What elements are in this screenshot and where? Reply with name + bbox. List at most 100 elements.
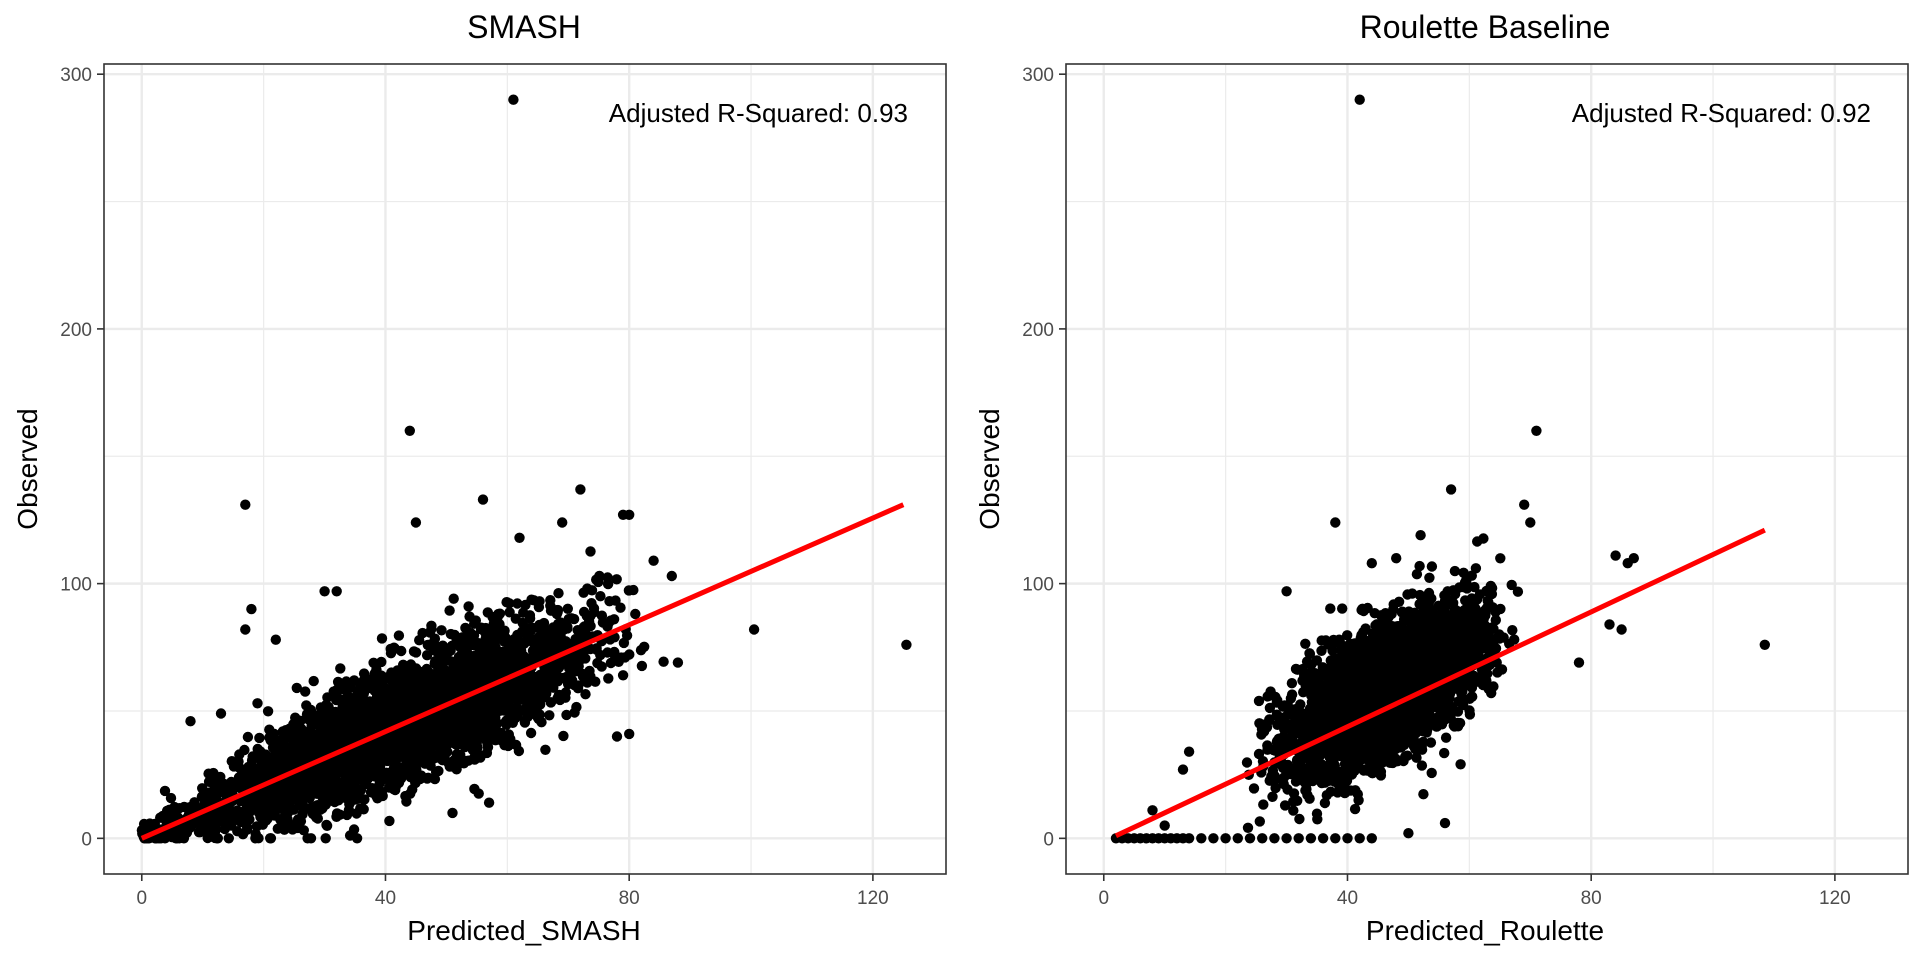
data-point xyxy=(164,805,174,815)
data-point xyxy=(331,812,341,822)
data-point xyxy=(405,426,415,436)
data-point xyxy=(277,823,287,833)
data-point xyxy=(332,586,342,596)
data-point xyxy=(409,740,419,750)
data-point xyxy=(391,682,401,692)
data-point xyxy=(281,779,291,789)
data-point xyxy=(456,649,466,659)
data-point xyxy=(227,756,237,766)
data-point xyxy=(359,668,369,678)
data-point xyxy=(263,706,273,716)
data-point xyxy=(338,766,348,776)
data-point xyxy=(335,663,345,673)
data-point xyxy=(1337,603,1347,613)
data-point xyxy=(297,798,307,808)
data-point xyxy=(352,753,362,763)
data-point xyxy=(476,623,486,633)
data-point xyxy=(338,706,348,716)
data-point xyxy=(749,624,759,634)
y-tick-label: 200 xyxy=(60,320,92,341)
data-point xyxy=(433,741,443,751)
data-point xyxy=(511,690,521,700)
data-point xyxy=(333,786,343,796)
data-point xyxy=(451,764,461,774)
data-point xyxy=(213,833,223,843)
data-point xyxy=(558,731,568,741)
data-point xyxy=(214,787,224,797)
data-point xyxy=(363,760,373,770)
x-axis-label: Predicted_SMASH xyxy=(407,915,640,946)
data-point xyxy=(389,643,399,653)
data-point xyxy=(436,625,446,635)
panel-background xyxy=(104,64,946,874)
data-point xyxy=(171,832,181,842)
data-point xyxy=(270,765,280,775)
data-point xyxy=(381,768,391,778)
data-point xyxy=(290,713,300,723)
data-point xyxy=(540,745,550,755)
data-point xyxy=(593,577,603,587)
data-point xyxy=(618,670,628,680)
data-point xyxy=(354,725,364,735)
data-point xyxy=(478,706,488,716)
data-point xyxy=(384,816,394,826)
data-point xyxy=(667,571,677,581)
data-point xyxy=(433,667,443,677)
data-point xyxy=(514,641,524,651)
data-point xyxy=(1427,561,1437,571)
data-point xyxy=(247,797,257,807)
data-point xyxy=(567,667,577,677)
data-point xyxy=(545,601,555,611)
data-point xyxy=(185,716,195,726)
data-point xyxy=(624,729,634,739)
data-point xyxy=(468,674,478,684)
data-point xyxy=(251,829,261,839)
data-point xyxy=(1507,580,1517,590)
data-point xyxy=(321,833,331,843)
data-point xyxy=(901,640,911,650)
data-point xyxy=(539,692,549,702)
data-point xyxy=(232,826,242,836)
data-point xyxy=(469,658,479,668)
y-tick-label: 300 xyxy=(60,65,92,86)
data-point xyxy=(443,757,453,767)
data-point xyxy=(463,601,473,611)
data-point xyxy=(301,733,311,743)
data-point xyxy=(349,824,359,834)
data-point xyxy=(381,685,391,695)
data-point xyxy=(552,693,562,703)
data-point xyxy=(394,630,404,640)
data-point xyxy=(371,664,381,674)
data-point xyxy=(437,731,447,741)
data-point xyxy=(376,675,386,685)
data-point xyxy=(373,787,383,797)
data-point xyxy=(639,642,649,652)
data-point xyxy=(446,629,456,639)
data-point xyxy=(612,731,622,741)
data-point xyxy=(271,635,281,645)
data-point xyxy=(456,663,466,673)
data-point xyxy=(301,700,311,710)
data-point xyxy=(411,647,421,657)
data-point xyxy=(514,746,524,756)
data-point xyxy=(508,95,518,105)
data-point xyxy=(534,596,544,606)
data-point xyxy=(482,733,492,743)
data-point xyxy=(527,671,537,681)
data-point xyxy=(264,725,274,735)
data-point xyxy=(252,698,262,708)
y-tick-label: 100 xyxy=(60,575,92,596)
data-point xyxy=(281,810,291,820)
data-point xyxy=(384,782,394,792)
data-point xyxy=(484,798,494,808)
x-tick-label: 0 xyxy=(136,888,147,909)
data-point xyxy=(493,697,503,707)
data-point xyxy=(658,657,668,667)
data-point xyxy=(1495,553,1505,563)
data-point xyxy=(435,683,445,693)
data-point xyxy=(377,633,387,643)
data-point xyxy=(319,731,329,741)
data-point xyxy=(409,679,419,689)
